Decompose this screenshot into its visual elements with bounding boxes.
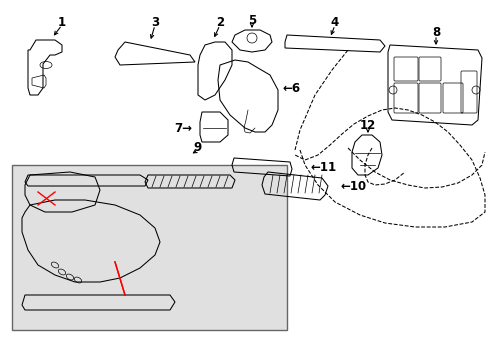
Text: 8: 8	[431, 26, 439, 39]
Text: 7→: 7→	[174, 122, 192, 135]
Text: 3: 3	[151, 15, 159, 28]
FancyBboxPatch shape	[12, 165, 286, 330]
Text: 9: 9	[193, 140, 202, 153]
Text: ←6: ←6	[282, 81, 300, 95]
Text: 5: 5	[247, 14, 256, 27]
Text: ←10: ←10	[339, 180, 366, 193]
Text: ←11: ←11	[309, 161, 335, 174]
Text: 4: 4	[330, 15, 339, 28]
Text: 12: 12	[359, 118, 375, 131]
Text: 1: 1	[58, 15, 66, 28]
Text: 2: 2	[216, 15, 224, 28]
